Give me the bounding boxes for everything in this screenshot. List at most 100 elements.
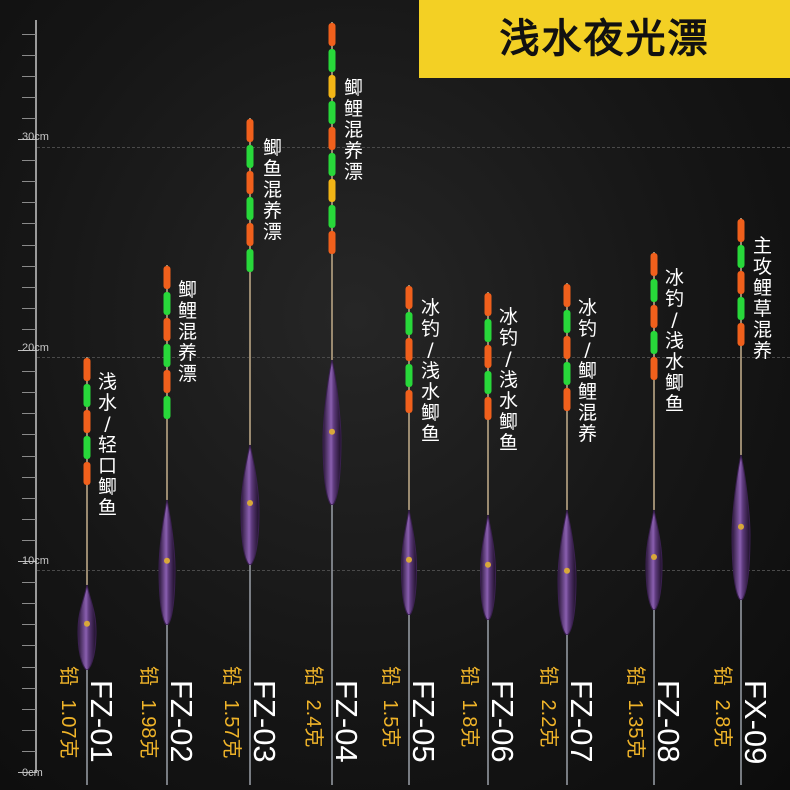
ruler-tick: [22, 750, 36, 752]
ruler-tick: [22, 33, 36, 35]
float-tip-segment: [737, 323, 745, 346]
float-tip-segment: [405, 286, 413, 309]
lead-prefix: 铅: [624, 666, 646, 686]
lead-prefix: 铅: [537, 666, 559, 686]
float-tip-segment: [484, 345, 492, 368]
lead-weight-value: 1.8克: [458, 694, 480, 748]
float-weight: 铅 2.4克: [301, 666, 330, 747]
ruler-tick: [22, 476, 36, 478]
float-label: 鲫鲤混养漂: [343, 78, 364, 183]
float-label-char: 浅: [97, 371, 117, 393]
lead-prefix: 铅: [379, 666, 401, 686]
float-tip-segment: [328, 205, 336, 228]
ruler-tick: [18, 772, 37, 773]
float-model: FZ-04: [329, 680, 364, 763]
float-tip-segment: [163, 396, 171, 419]
ruler-tick: [22, 54, 36, 56]
lead-weight-value: 1.35克: [624, 694, 646, 759]
float-tip-segment: [328, 101, 336, 124]
float-tip-segment: [246, 171, 254, 194]
float-label-char: 鲤: [577, 381, 597, 403]
float-label: 浅水 / 轻口鲫鱼: [97, 372, 118, 519]
float-tip-segment: [328, 23, 336, 46]
lead-prefix: 铅: [220, 666, 242, 686]
float-label: 冰钓 / 浅水鲫鱼: [498, 307, 519, 454]
float-label-char: /: [505, 348, 512, 370]
float-tip-segment: [163, 370, 171, 393]
scale-label-20cm: 20cm: [22, 342, 49, 354]
float-label-char: 混: [262, 179, 282, 201]
ruler-tick: [22, 497, 36, 499]
ruler-tick: [22, 708, 36, 710]
float-tip-segment: [246, 119, 254, 142]
float-tip-segment: [83, 358, 91, 381]
float-tip-segment: [328, 179, 336, 202]
scale-label-10cm: 10cm: [22, 555, 49, 567]
float-label-char: 混: [577, 402, 597, 424]
float-tip-segment: [405, 390, 413, 413]
float-tip-segment: [650, 253, 658, 276]
float-tip-segment: [163, 292, 171, 315]
float-logo-icon: [738, 523, 744, 530]
float-tip-segment: [246, 145, 254, 168]
float-tip-segment: [563, 388, 571, 411]
float-tip-segment: [328, 231, 336, 254]
ruler-tick: [22, 328, 36, 330]
ruler-tick: [22, 371, 36, 373]
float-label-char: 鲫: [420, 402, 440, 424]
float-label-char: 浅: [664, 330, 684, 352]
ruler-tick: [22, 96, 36, 98]
float-label-char: 钓: [577, 318, 597, 340]
float-tip-segment: [246, 223, 254, 246]
float-label: 冰钓 / 浅水鲫鱼: [664, 268, 685, 415]
float-tip-segment: [328, 49, 336, 72]
lead-weight-value: 1.57克: [220, 694, 242, 759]
float-logo-icon: [247, 500, 253, 506]
float-label-char: 主: [752, 235, 772, 257]
float-label-char: 漂: [177, 363, 197, 385]
title-banner: 浅水夜光漂: [419, 0, 790, 78]
float-tip-segment: [246, 249, 254, 272]
float-label-char: 钓: [664, 288, 684, 310]
float-label-char: 鱼: [498, 432, 518, 454]
float-label-char: 冰: [498, 306, 518, 328]
float-model: FZ-01: [84, 680, 119, 763]
lead-weight-value: 2.4克: [302, 694, 324, 748]
float-label-char: 漂: [343, 161, 363, 183]
lead-prefix: 铅: [302, 666, 324, 686]
ruler-tick: [22, 624, 36, 626]
float-model: FZ-07: [564, 680, 599, 763]
float-logo-icon: [406, 556, 412, 563]
float-label-char: 鲤: [343, 98, 363, 120]
float-tip-segment: [650, 357, 658, 380]
float-model: FZ-05: [406, 680, 441, 763]
float-label-char: 钓: [420, 318, 440, 340]
float-weight: 铅 1.8克: [457, 666, 486, 747]
float-label-char: 浅: [420, 360, 440, 382]
ruler-tick: [22, 434, 36, 436]
lead-prefix: 铅: [458, 666, 480, 686]
float-label-char: 草: [752, 298, 772, 320]
float-tip-segment: [405, 338, 413, 361]
float-weight: 铅 2.2克: [536, 666, 565, 747]
float-label-char: 水: [97, 392, 117, 414]
float-label-char: 漂: [262, 221, 282, 243]
float-label-char: 鱼: [420, 423, 440, 445]
float-tip-segment: [405, 312, 413, 335]
ruler-tick: [22, 223, 36, 225]
ruler-tick: [22, 455, 36, 457]
float-logo-icon: [651, 554, 657, 560]
float-label-char: 冰: [664, 267, 684, 289]
float-label-char: 冰: [420, 297, 440, 319]
float-tip-segment: [484, 319, 492, 342]
float-weight: 铅 1.35克: [623, 666, 652, 758]
float-label-char: 钓: [498, 327, 518, 349]
float-tip-segment: [563, 336, 571, 359]
float-logo-icon: [485, 561, 491, 568]
float-label-char: 养: [262, 200, 282, 222]
float-logo-icon: [329, 428, 335, 435]
ruler-tick: [22, 645, 36, 647]
float-tip-segment: [737, 219, 745, 242]
ruler-tick: [22, 413, 36, 415]
